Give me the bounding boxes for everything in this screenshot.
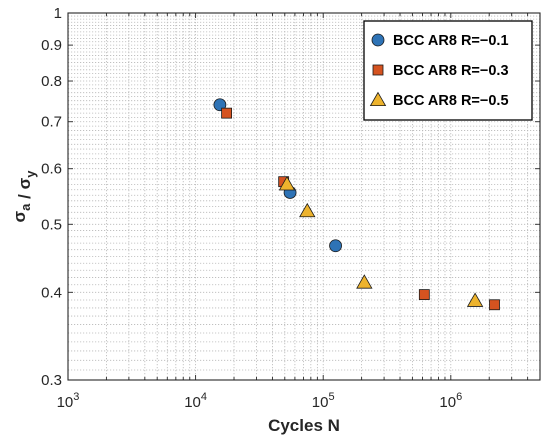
legend-label: BCC AR8 R=−0.5: [393, 93, 509, 109]
legend-label: BCC AR8 R=−0.3: [393, 63, 509, 79]
legend: BCC AR8 R=−0.1 BCC AR8 R=−0.3 BCC AR8 R=−0…: [363, 20, 533, 121]
legend-marker: [369, 91, 387, 107]
data-point-series-2: [489, 299, 500, 311]
y-tick-label: 0.6: [41, 161, 62, 178]
y-tick-label: 0.4: [41, 284, 62, 301]
y-axis-label: σa / σy: [10, 170, 38, 223]
x-tick-labels: 103 104 105 106: [57, 391, 463, 411]
data-point-series-2: [221, 107, 233, 119]
y-tick-label: 0.8: [41, 73, 62, 90]
data-point-series-3: [466, 292, 484, 307]
y-tick-labels: 0.3 0.4 0.5 0.6 0.7 0.8 0.9 1: [41, 5, 62, 389]
data-point-series-3: [278, 176, 296, 191]
x-tick-label: 105: [312, 391, 335, 411]
data-point-series-3: [356, 274, 373, 289]
y-tick-label: 0.9: [41, 37, 62, 54]
legend-marker: [372, 64, 384, 76]
legend-box: [363, 20, 533, 121]
y-tick-label: 0.7: [41, 114, 62, 131]
y-tick-label: 1: [54, 5, 62, 22]
y-axis-label-text: σa / σy: [10, 170, 38, 223]
data-point-series-2: [418, 289, 430, 301]
x-tick-label: 106: [439, 391, 462, 411]
y-tick-label: 0.3: [41, 372, 62, 389]
y-tick-label: 0.5: [41, 216, 62, 233]
x-tick-label: 103: [57, 391, 80, 411]
legend-label: BCC AR8 R=−0.1: [393, 33, 509, 49]
data-points: [213, 98, 500, 311]
legend-marker: [371, 33, 385, 47]
data-point-series-3: [299, 202, 316, 218]
x-axis-label: Cycles N: [268, 416, 340, 435]
data-point-series-1: [329, 239, 342, 253]
x-tick-label: 104: [184, 391, 207, 411]
plot-frame: [67, 12, 541, 381]
